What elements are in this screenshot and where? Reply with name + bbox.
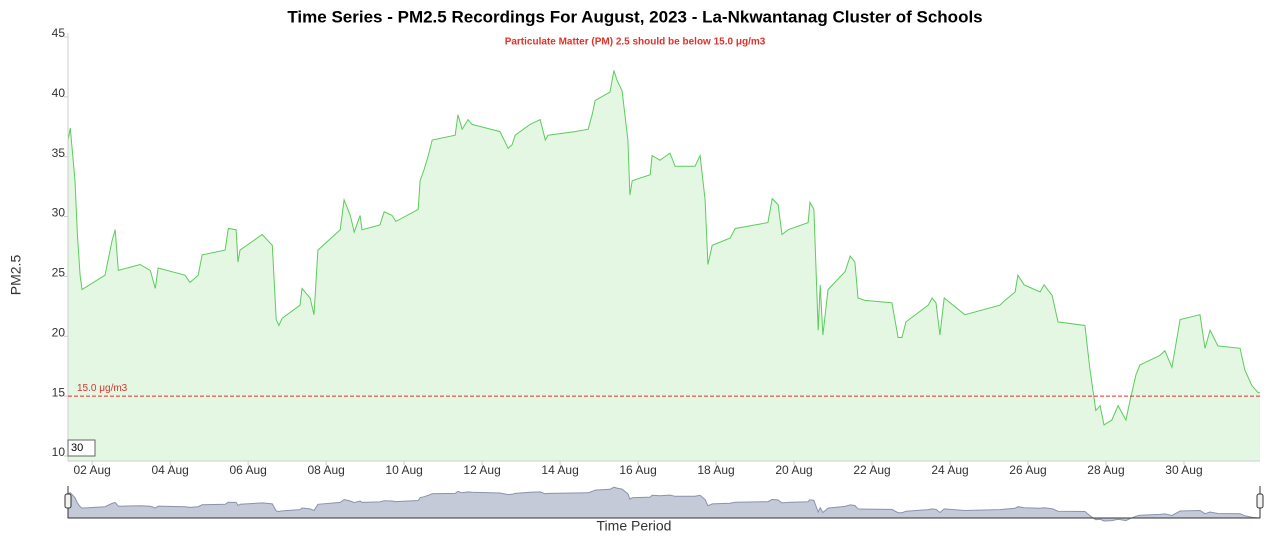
threshold-label: 15.0 μg/m3 (77, 383, 128, 394)
y-tick-label: 15 (52, 385, 66, 399)
x-tick-label: 22 Aug (853, 463, 890, 477)
y-tick-label: 25 (52, 266, 66, 280)
x-tick-label: 10 Aug (385, 463, 422, 477)
data-line (67, 70, 1260, 426)
navigator-area (67, 486, 1261, 522)
y-tick-label: 45 (52, 26, 66, 40)
x-tick-label: 28 Aug (1087, 463, 1124, 477)
chart-subtitle: Particulate Matter (PM) 2.5 should be be… (505, 37, 766, 48)
x-tick-label: 14 Aug (541, 463, 578, 477)
x-tick-label: 16 Aug (619, 463, 656, 477)
x-tick-label: 06 Aug (229, 463, 266, 477)
x-axis-label: Time Period (597, 518, 672, 534)
navigator-handle (64, 493, 72, 509)
x-tick-label: 12 Aug (463, 463, 500, 477)
x-tick-label: 26 Aug (1009, 463, 1046, 477)
x-tick-label: 08 Aug (307, 463, 344, 477)
y-tick-label: 30 (52, 206, 66, 220)
y-axis-label: PM2.5 (8, 255, 24, 296)
chart-title: Time Series - PM2.5 Recordings For Augus… (287, 7, 982, 26)
x-tick-label: 02 Aug (73, 463, 110, 477)
y-tick-label: 10 (52, 445, 66, 459)
x-tick-label: 20 Aug (775, 463, 812, 477)
x-tick-label: 30 Aug (1165, 463, 1202, 477)
zoom-label: 30 (71, 442, 83, 454)
zoom-box (67, 439, 96, 457)
x-tick-label: 18 Aug (697, 463, 734, 477)
navigator-handle (1256, 493, 1264, 509)
x-tick-label: 24 Aug (931, 463, 968, 477)
data-area (68, 70, 1260, 461)
x-tick-label: 04 Aug (151, 463, 188, 477)
y-tick-label: 20 (52, 325, 66, 339)
y-tick-label: 35 (52, 146, 66, 160)
y-tick-label: 40 (52, 86, 66, 100)
